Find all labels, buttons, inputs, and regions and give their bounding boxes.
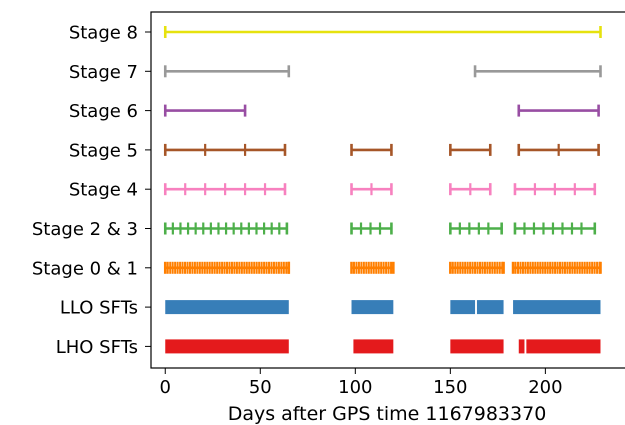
- y-tick-label: Stage 2 & 3: [32, 219, 138, 240]
- y-tick-label: Stage 8: [69, 23, 138, 44]
- row-stage-0-1: [163, 261, 602, 274]
- x-axis-label: Days after GPS time 1167983370: [228, 403, 547, 425]
- row-stage-7: [163, 65, 602, 78]
- y-tick-label: Stage 6: [69, 101, 138, 122]
- x-tick-label: 200: [528, 377, 562, 398]
- y-tick-label: LHO SFTs: [56, 337, 138, 358]
- x-tick-label: 50: [249, 377, 272, 398]
- x-tick-label: 0: [160, 377, 171, 398]
- plot-frame: [150, 11, 625, 369]
- row-stage-5: [163, 143, 600, 156]
- row-llo-sfts: [165, 300, 601, 315]
- sft-bar: [351, 300, 394, 315]
- sft-bar: [450, 339, 504, 354]
- x-tick-labels: 0 50 100 150 200: [160, 368, 563, 398]
- sft-bar: [526, 339, 601, 354]
- y-tick-labels: Stage 8 Stage 7 Stage 6 Stage 5 Stage 4 Stage…: [32, 23, 151, 358]
- y-tick-label: Stage 0 & 1: [32, 258, 138, 279]
- row-lho-sfts: [165, 339, 601, 354]
- sft-bar: [353, 339, 394, 354]
- sft-bar: [476, 300, 504, 315]
- y-tick-label: Stage 4: [69, 180, 138, 201]
- x-tick-label: 100: [338, 377, 372, 398]
- row-stage-2-3: [163, 222, 597, 235]
- sft-bar: [165, 339, 289, 354]
- y-tick-label: Stage 7: [69, 62, 138, 83]
- sft-bar: [518, 339, 525, 354]
- sft-bar: [513, 300, 601, 315]
- row-stage-6: [163, 104, 600, 117]
- y-tick-label: Stage 5: [69, 140, 138, 161]
- chart-marks: [163, 26, 602, 354]
- sft-bar: [165, 300, 289, 315]
- y-tick-label: LLO SFTs: [60, 298, 138, 319]
- row-stage-8: [163, 26, 602, 38]
- x-tick-label: 150: [433, 377, 467, 398]
- sft-bar: [450, 300, 476, 315]
- row-stage-4: [163, 183, 597, 196]
